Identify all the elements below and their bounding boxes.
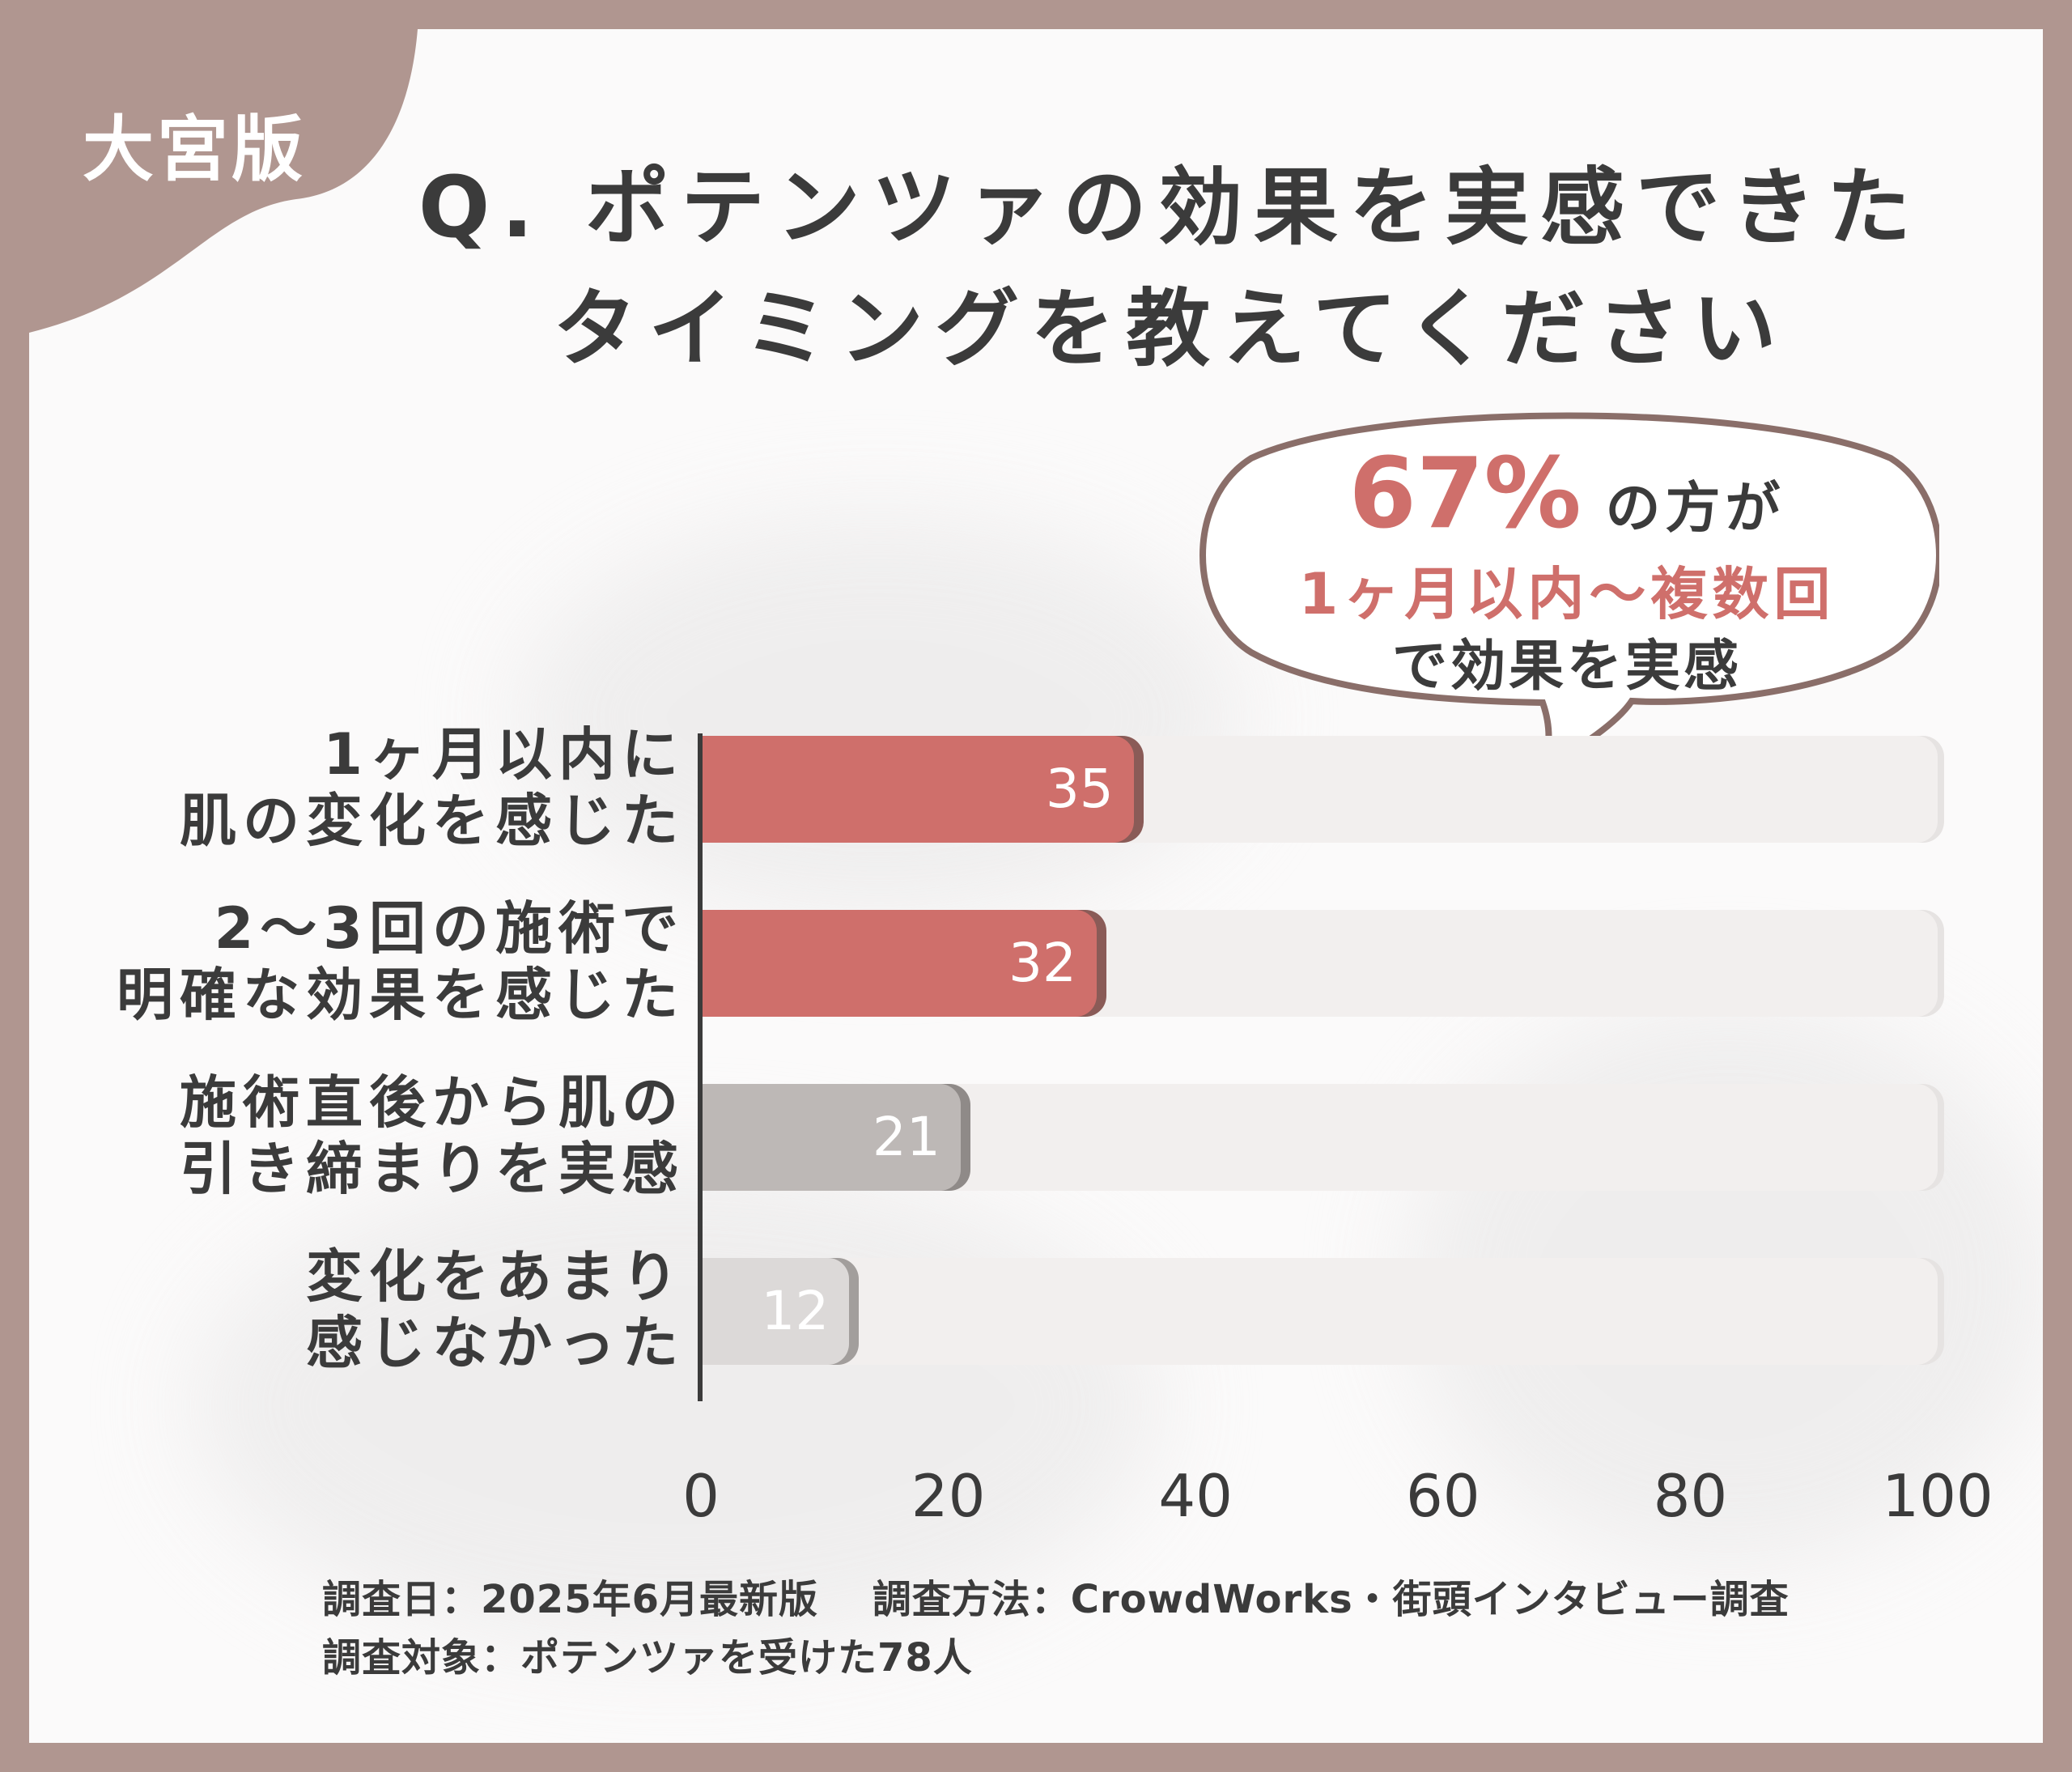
callout-line1: の方が — [1605, 477, 1785, 541]
category-label: 2〜3回の施術で 明確な効果を感じた — [62, 895, 685, 1028]
category-label-line: 感じなかった — [306, 1310, 685, 1376]
category-label-line: 1ヶ月以内に — [323, 721, 685, 788]
category-label: 1ヶ月以内に 肌の変化を感じた — [62, 721, 685, 854]
x-tick-label: 100 — [1882, 1462, 1993, 1530]
bar — [701, 910, 1097, 1017]
callout-text: 67% の方が 1ヶ月以内〜複数回 で効果を実感 — [1219, 446, 1915, 703]
chart-title: Q. ポテンツァの効果を実感できた タイミングを教えてください — [337, 147, 2004, 389]
x-tick-label: 60 — [1405, 1462, 1480, 1530]
category-label-line: 施術直後から肌の — [180, 1069, 685, 1136]
category-label: 施術直後から肌の 引き締まりを実感 — [62, 1069, 685, 1202]
title-line-2: タイミングを教えてください — [553, 279, 1788, 378]
category-label-line: 引き締まりを実感 — [180, 1136, 685, 1202]
category-label: 変化をあまり 感じなかった — [62, 1243, 685, 1376]
card: 大宮版 Q. ポテンツァの効果を実感できた タイミングを教えてください 67% … — [29, 29, 2043, 1743]
bar — [701, 1258, 850, 1365]
bar-value-label: 21 — [872, 1106, 940, 1168]
category-label-line: 変化をあまり — [306, 1243, 685, 1310]
x-tick-label: 80 — [1653, 1462, 1728, 1530]
callout-line2: 1ヶ月以内〜複数回 — [1298, 561, 1836, 627]
bar-value-label: 12 — [761, 1280, 830, 1342]
title-line-1: Q. ポテンツァの効果を実感できた — [418, 158, 1923, 257]
bar-value-label: 32 — [1008, 932, 1076, 994]
x-tick-label: 40 — [1158, 1462, 1233, 1530]
y-axis-line — [698, 733, 703, 1401]
category-label-line: 2〜3回の施術で — [214, 895, 685, 962]
x-tick-label: 0 — [682, 1462, 720, 1530]
bar-track — [701, 1258, 1938, 1365]
footnote-line-1: 調査日：2025年6月最新版 調査方法：CrowdWorks・街頭インタビュー調… — [322, 1577, 1790, 1622]
bar-value-label: 35 — [1045, 758, 1114, 820]
bar — [701, 1084, 961, 1191]
bg-shade — [515, 515, 1243, 920]
bar — [701, 736, 1134, 843]
callout-line3: で効果を実感 — [1391, 635, 1742, 699]
category-label-line: 肌の変化を感じた — [180, 788, 685, 854]
badge-label: 大宮版 — [83, 108, 307, 191]
corner-badge-shape — [29, 29, 418, 333]
bg-shade — [191, 1162, 1162, 1648]
callout-percent: 67% — [1348, 438, 1582, 550]
category-label-line: 明確な効果を感じた — [117, 962, 685, 1028]
footnote-line-2: 調査対象：ポテンツァを受けた78人 — [322, 1635, 973, 1681]
x-tick-label: 20 — [911, 1462, 986, 1530]
